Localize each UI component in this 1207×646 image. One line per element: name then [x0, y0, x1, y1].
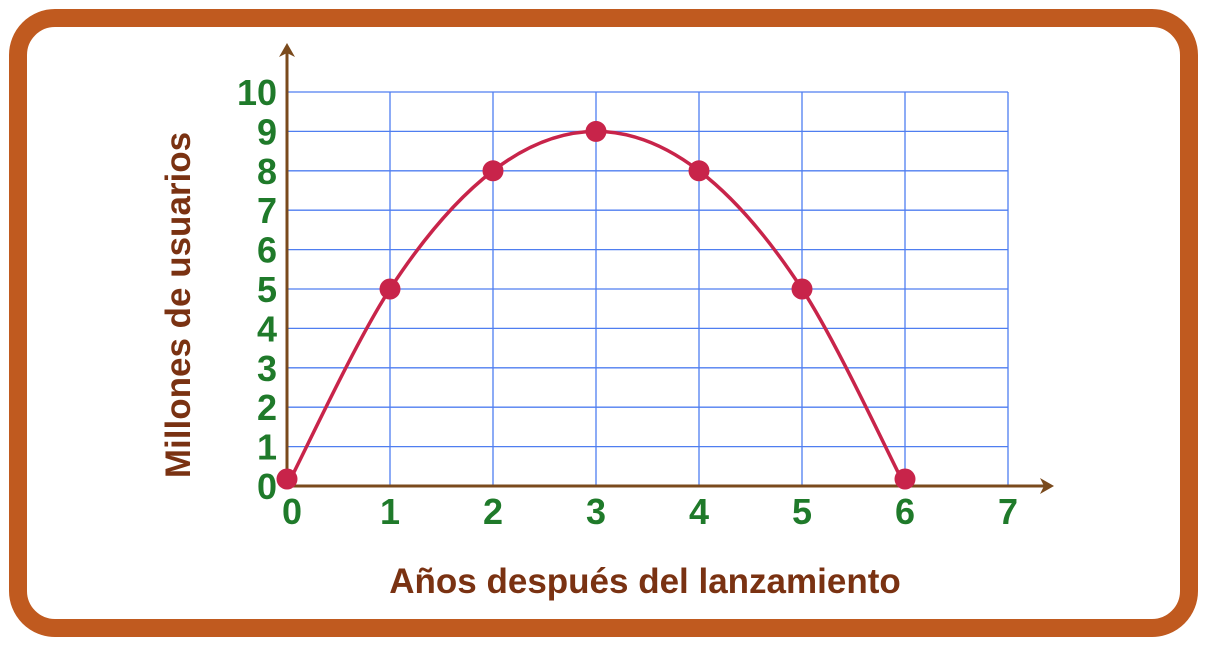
y-tick-label: 1 — [257, 427, 277, 468]
x-tick-label: 2 — [483, 491, 503, 532]
x-axis-title: Años después del lanzamiento — [389, 562, 901, 601]
x-tick-label: 6 — [895, 491, 915, 532]
x-tick-label: 0 — [282, 491, 302, 532]
y-tick-label: 3 — [257, 348, 277, 389]
x-tick-label: 3 — [586, 491, 606, 532]
axes — [279, 43, 1054, 494]
chart-frame — [9, 9, 1198, 637]
y-axis-arrowhead — [279, 43, 295, 57]
x-tick-label: 5 — [792, 491, 812, 532]
data-points — [276, 120, 916, 490]
data-point — [276, 468, 298, 490]
y-tick-label: 2 — [257, 387, 277, 428]
grid — [287, 91, 1009, 486]
x-tick-labels: 0 1 2 3 4 5 6 7 — [282, 491, 1018, 532]
y-axis-title: Millones de usuarios — [159, 132, 198, 478]
data-point — [791, 278, 813, 300]
x-tick-label: 4 — [689, 491, 709, 532]
data-point — [688, 160, 710, 182]
y-tick-label: 8 — [257, 151, 277, 192]
data-point — [894, 468, 916, 490]
data-point — [482, 160, 504, 182]
y-tick-label: 7 — [257, 190, 277, 231]
data-point — [585, 120, 607, 142]
y-tick-label: 9 — [257, 111, 277, 152]
y-tick-label: 0 — [257, 466, 277, 507]
y-tick-label: 5 — [257, 269, 277, 310]
y-tick-label: 10 — [237, 72, 277, 113]
x-tick-label: 7 — [998, 491, 1018, 532]
data-point — [379, 278, 401, 300]
y-tick-label: 6 — [257, 230, 277, 271]
y-tick-label: 4 — [257, 308, 277, 349]
x-tick-label: 1 — [380, 491, 400, 532]
x-axis-arrowhead — [1040, 478, 1054, 494]
